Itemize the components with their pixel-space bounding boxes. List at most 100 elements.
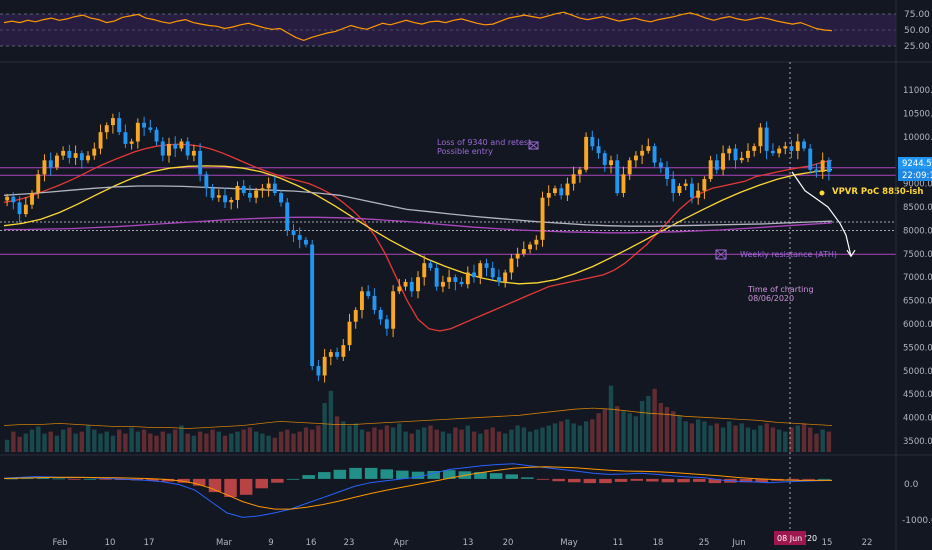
time-axis-label: 16 (306, 538, 317, 548)
moving-averages (3, 143, 833, 332)
macd-histogram-bar (349, 467, 362, 479)
annotation-weekly-resistance: Weekly resistance (ATH) (740, 250, 837, 259)
volume-bar (79, 431, 84, 452)
candle-body (484, 263, 489, 268)
volume-bar (11, 431, 16, 452)
volume-bar (696, 419, 701, 452)
macd-histogram-bar (739, 478, 753, 483)
volume-bar (552, 423, 558, 452)
macd-histogram-bar (693, 478, 706, 482)
volume-bar (241, 429, 246, 452)
candle-body (111, 118, 115, 126)
volume-bar (347, 425, 352, 452)
candle-body (185, 141, 190, 156)
volume-bar (677, 415, 682, 452)
candle-body (615, 160, 620, 194)
volume-bar (727, 421, 732, 452)
volume-bar (527, 431, 533, 452)
macd-histogram-bar (427, 471, 440, 479)
volume-bar (303, 427, 309, 452)
candle-body (223, 195, 227, 203)
macd-panel[interactable]: 0.0 -1000.0 (3, 463, 932, 526)
volume-bar (166, 433, 172, 452)
candle-body (310, 244, 315, 367)
candle-body (708, 160, 713, 179)
volume-bar (291, 433, 296, 452)
volume-bar (92, 429, 97, 452)
volume-bar (739, 423, 744, 452)
candle-body (173, 143, 178, 149)
volume-bar (583, 421, 589, 452)
volume-bar (465, 425, 470, 452)
volume-bar (446, 433, 452, 452)
volume-bar (627, 413, 632, 452)
volume-bar (540, 427, 545, 452)
volume-bar (210, 429, 215, 452)
volume-bar (160, 431, 165, 452)
candle-body (497, 277, 501, 282)
volume-bar (141, 429, 147, 452)
price-tick-label: 8500.0 (903, 203, 932, 213)
volume-bar (708, 425, 713, 452)
volume-bar (776, 429, 782, 452)
volume-bar (652, 388, 657, 452)
volume-bar (714, 423, 719, 452)
candle-body (752, 146, 757, 151)
candle-body (441, 281, 445, 287)
macd-histogram-bar (817, 478, 831, 480)
poc-marker (819, 190, 825, 196)
time-axis-label: Mar (216, 538, 233, 548)
candle-body (403, 281, 408, 287)
volume-bar (148, 433, 153, 452)
volume-bar (254, 431, 259, 452)
candle-body (341, 345, 346, 357)
volume-bar (596, 413, 601, 452)
price-panel[interactable]: 11000.010500.010000.09500.09000.08500.08… (0, 62, 932, 530)
volume-bar (658, 403, 663, 452)
volume-bar (390, 427, 396, 452)
volume-bar (17, 436, 22, 452)
volume-bar (384, 425, 390, 452)
candle-body (67, 150, 72, 158)
volume-bar (428, 425, 433, 452)
macd-histogram-bar (146, 478, 159, 481)
candle-body (167, 143, 171, 156)
macd-histogram-bar (536, 478, 550, 480)
candle-body (683, 183, 688, 186)
macd-histogram-bar (802, 478, 815, 480)
candle-body (409, 281, 414, 292)
annotation-loss-retest: Loss of 9340 and retest (437, 138, 531, 147)
volume-bar (615, 406, 620, 452)
candle-body (584, 136, 589, 170)
volume-bar (801, 423, 807, 452)
volume-bar (720, 427, 726, 452)
moving-average-line (3, 143, 833, 332)
volume-bar (204, 433, 209, 452)
candle-body (17, 202, 22, 215)
price-tick-label: 10000.0 (903, 133, 932, 143)
volume-bar (310, 429, 315, 452)
macd-histogram-bar (443, 470, 456, 479)
time-axis[interactable]: 08 Jun '20 Feb 10 17 Mar 9 16 23 Apr 13 20 May 11 18… (52, 531, 872, 548)
candle-body (696, 190, 701, 198)
candle-body (528, 244, 532, 250)
macd-line (3, 463, 833, 518)
volume-bar (353, 423, 358, 452)
candle-body (353, 310, 358, 322)
annotation-time-of-charting: Time of charting (747, 285, 814, 294)
volume-bar (496, 431, 502, 452)
volume-bar (297, 431, 302, 452)
volume-bar (173, 429, 178, 452)
candle-body (117, 118, 122, 133)
candle-body (61, 150, 66, 156)
volume-bar (664, 407, 670, 452)
macd-histogram-bar (677, 478, 690, 483)
volume-bar (229, 433, 234, 452)
rsi-panel[interactable]: 75.00 50.00 25.00 (0, 10, 930, 52)
price-tick-label: 8000.0 (903, 226, 932, 236)
volume-bar (826, 431, 832, 452)
candle-body (453, 277, 458, 282)
time-axis-label: 17 (144, 538, 155, 548)
candle-body (577, 169, 582, 175)
